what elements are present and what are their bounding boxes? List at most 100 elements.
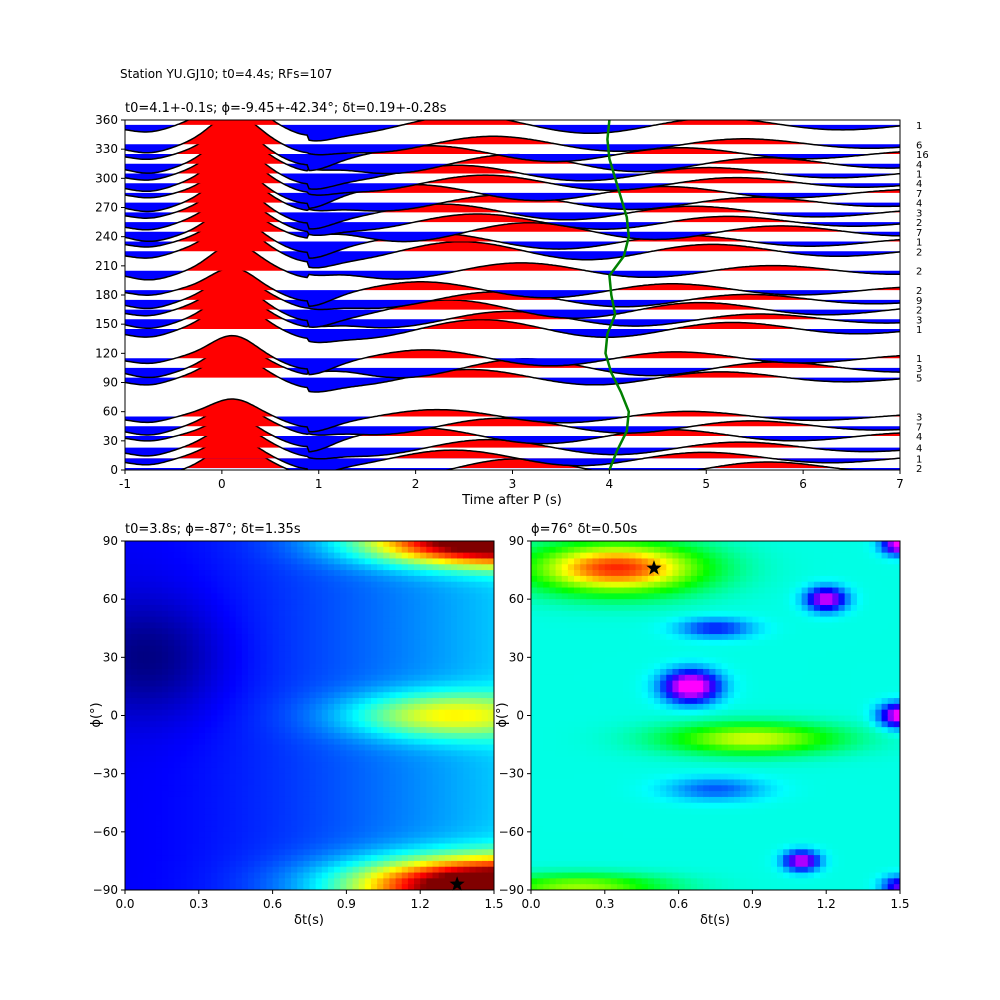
heat-cell [155,802,163,810]
heat-cell [401,657,409,664]
heat-cell [352,756,360,763]
heat-cell [346,546,354,554]
heat-cell [438,808,446,815]
heat-cell [143,831,151,839]
heat-cell [266,872,274,879]
heat-cell [567,738,575,746]
heat-cell [303,709,311,717]
heat-cell [297,738,304,746]
heat-cell [377,541,384,548]
heat-cell [475,837,483,845]
heat-cell [438,546,446,554]
heat-cell [586,686,594,693]
heat-cell [432,674,440,682]
heat-cell [450,762,458,769]
heat-cell [223,616,231,624]
heat-cell [555,703,563,711]
heat-cell [143,599,151,606]
heat-cell [469,610,477,618]
heat-cell [364,709,372,717]
heat-cell [531,814,538,821]
heat-cell [266,587,274,594]
heat-cell [309,581,317,589]
heat-cell [303,744,311,751]
heat-cell [371,814,378,821]
heat-cell [303,541,311,548]
heat-cell [383,587,391,594]
heat-cell [463,599,470,606]
heat-cell [358,564,366,571]
heat-cell [389,686,397,693]
heat-cell [450,668,458,676]
heat-cell [592,750,600,757]
heat-cell [155,721,163,728]
heat-cell [641,674,649,682]
heat-cell [635,802,643,810]
heat-cell [586,756,594,763]
heat-cell [223,692,231,699]
heat-cell [352,750,360,757]
heat-cell [192,686,200,693]
grid-left-heatmap [125,541,494,890]
heat-cell [617,814,624,821]
heat-cell [629,581,637,589]
heat-cell [395,604,403,612]
heat-cell [192,634,200,641]
heat-cell [574,686,581,693]
heat-cell [531,645,538,653]
heat-cell [555,587,563,594]
heat-cell [567,773,575,781]
heat-cell [432,593,440,600]
heat-cell [543,564,551,571]
heat-cell [623,552,630,560]
heat-cell [321,855,329,862]
heat-cell [457,849,464,856]
heat-cell [475,703,483,711]
heat-cell [254,604,261,612]
heat-cell [395,715,403,722]
heat-cell [168,884,175,890]
heat-cell [469,884,477,890]
heat-cell [574,581,581,589]
heat-cell [315,796,323,804]
heat-cell [254,791,261,798]
heat-cell [389,843,397,850]
heat-cell [537,878,544,885]
heat-cell [186,599,194,606]
heat-cell [241,546,249,554]
heat-cell [358,756,366,763]
heat-cell [469,639,477,647]
heat-cell [574,796,581,804]
heat-cell [444,866,452,874]
trace-negative-fill [125,309,900,328]
heat-cell [364,587,372,594]
heat-cell [537,564,544,571]
heat-cell [481,680,489,688]
heat-cell [334,756,341,763]
heat-cell [389,866,397,874]
heat-cell [580,878,587,885]
heat-cell [610,674,618,682]
heat-cell [358,709,366,717]
heat-cell [260,843,268,850]
heat-cell [610,599,618,606]
heat-cell [623,610,630,618]
heat-cell [204,884,212,890]
heat-cell [377,668,384,676]
heat-cell [426,831,434,839]
heat-cell [272,884,280,890]
heat-cell [278,831,286,839]
heat-cell [463,610,470,618]
heat-cell [241,779,249,786]
heat-cell [297,802,304,810]
heat-cell [598,558,606,565]
heat-cell [278,541,286,548]
heat-cell [549,878,557,885]
heat-cell [531,826,538,833]
heat-cell [272,878,280,885]
heat-cell [592,779,600,786]
heat-cell [561,820,569,827]
heat-cell [334,703,341,711]
heat-cell [334,884,341,890]
heat-cell [278,581,286,589]
